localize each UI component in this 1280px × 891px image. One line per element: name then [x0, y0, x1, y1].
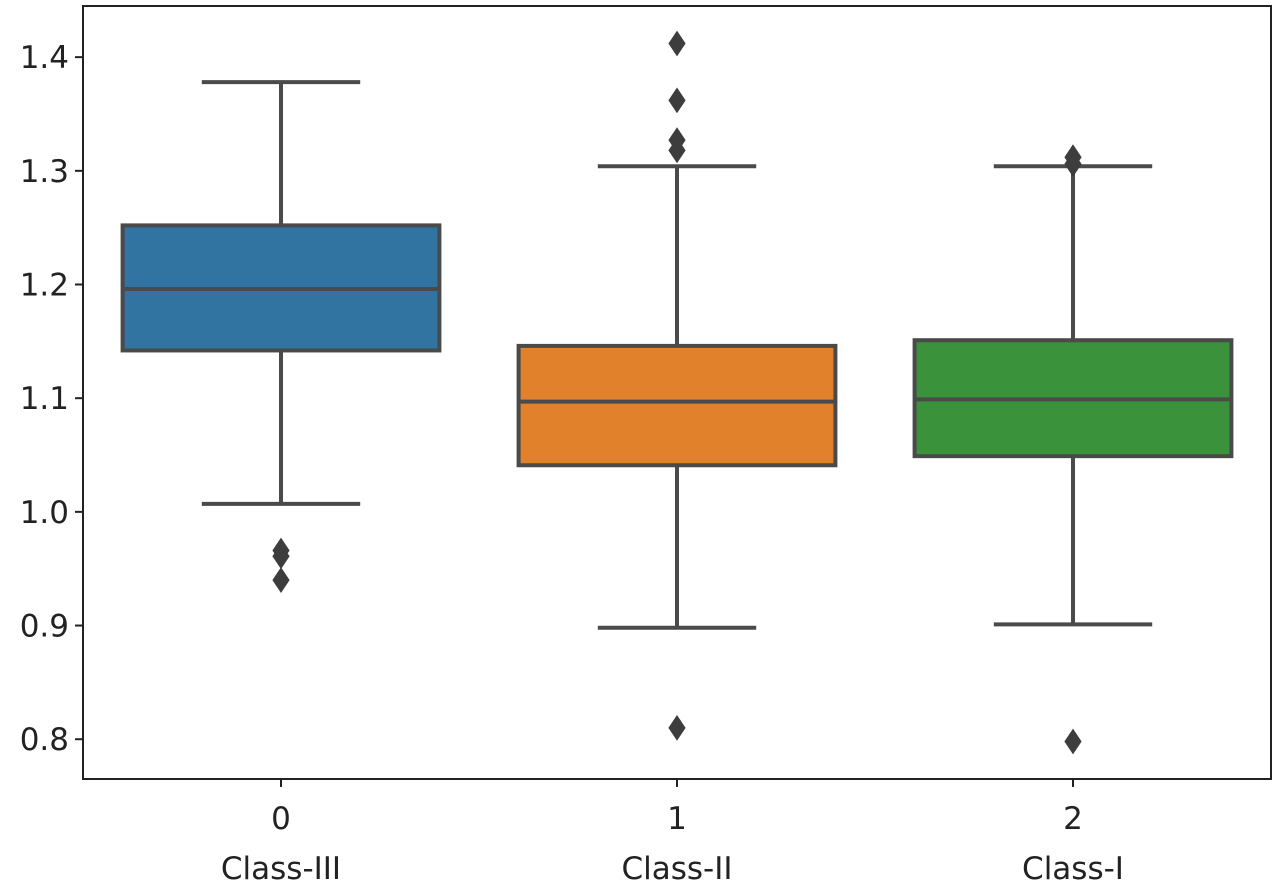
x-category-sublabel: Class-I — [1022, 851, 1124, 887]
y-tick-label: 1.0 — [20, 495, 69, 531]
x-tick-label: 0 — [271, 801, 291, 837]
plot-marks — [120, 30, 1234, 755]
outlier-point — [668, 127, 686, 154]
box-group-2 — [912, 144, 1234, 755]
y-tick-label: 0.9 — [20, 609, 69, 645]
box-group-1 — [516, 30, 838, 741]
outlier-point — [668, 87, 686, 114]
outlier-point — [272, 567, 290, 593]
x-axis: 0 Class-III 1 Class-II 2 Class-I — [221, 779, 1124, 887]
x-category-sublabel: Class-II — [621, 851, 732, 887]
x-tick-label: 1 — [667, 801, 687, 837]
y-tick-label: 1.3 — [20, 154, 69, 190]
y-tick-label: 1.4 — [20, 40, 69, 76]
outlier-point — [1064, 144, 1082, 171]
iqr-box — [516, 343, 838, 468]
outlier-point — [1064, 728, 1082, 755]
box-group-0 — [120, 80, 442, 593]
y-tick-label: 1.1 — [20, 381, 69, 417]
x-tick-label: 2 — [1063, 801, 1083, 837]
outlier-point — [668, 30, 686, 57]
y-axis: 0.8 0.9 1.0 1.1 1.2 1.3 1.4 — [20, 40, 83, 758]
outlier-point — [272, 537, 290, 564]
y-tick-label: 1.2 — [20, 268, 69, 304]
x-category-sublabel: Class-III — [221, 851, 341, 887]
y-tick-label: 0.8 — [20, 722, 69, 758]
outlier-point — [668, 714, 686, 741]
